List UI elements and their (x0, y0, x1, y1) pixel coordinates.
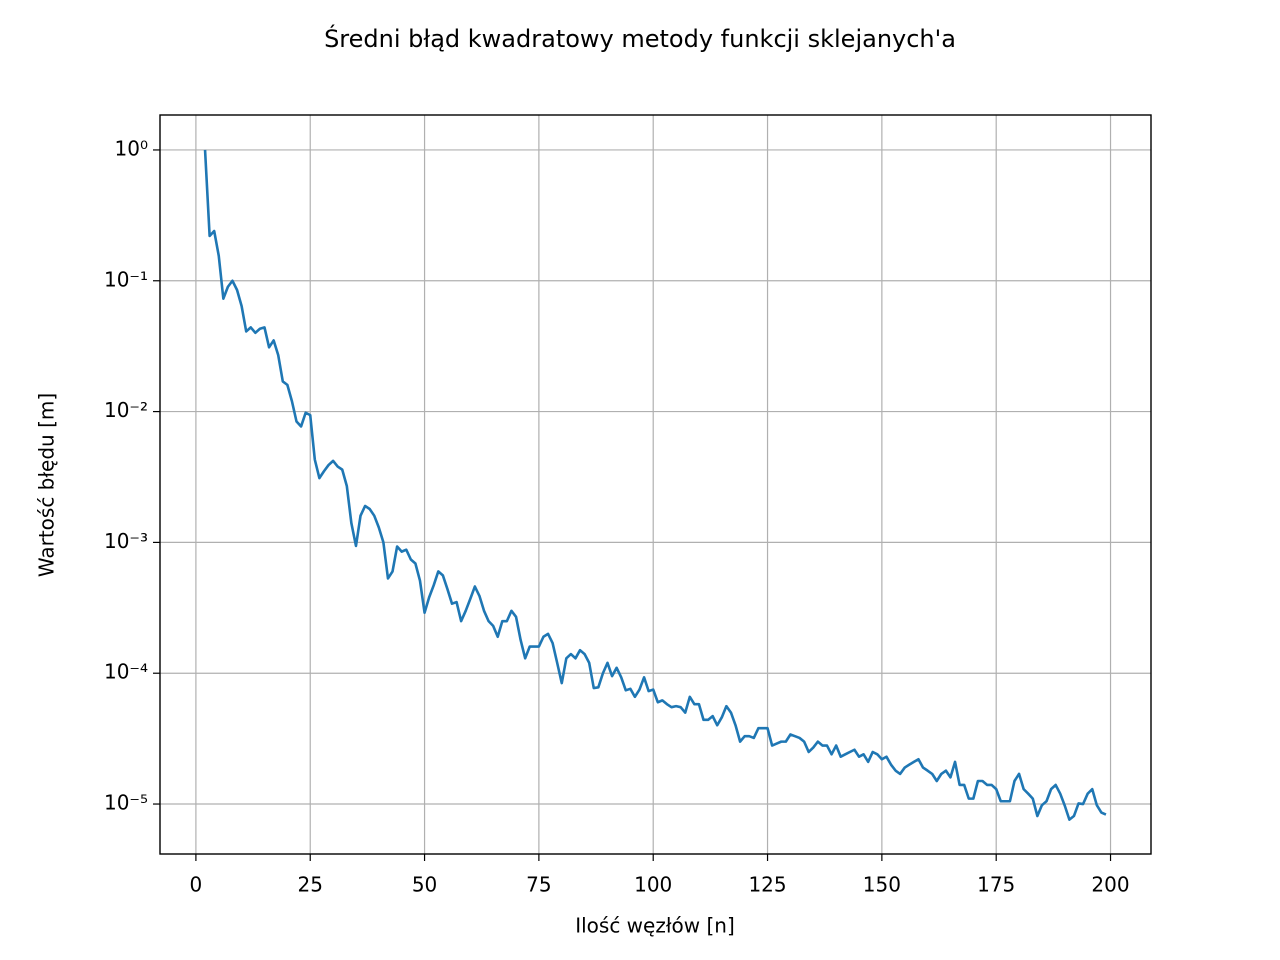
x-tick-label: 125 (748, 873, 786, 897)
x-tick-label: 0 (190, 873, 203, 897)
x-tick-label: 50 (412, 873, 437, 897)
chart-title: Średni błąd kwadratowy metody funkcji sk… (324, 23, 956, 53)
x-tick-label: 200 (1091, 873, 1129, 897)
y-tick-label: 10⁻⁵ (104, 791, 148, 815)
x-tick-label: 75 (526, 873, 551, 897)
y-tick-label: 10⁻² (104, 398, 148, 422)
y-tick-label: 10⁻³ (104, 529, 148, 553)
y-tick-label: 10⁻⁴ (104, 660, 148, 684)
line-series (203, 149, 1107, 821)
x-tick-label: 150 (863, 873, 901, 897)
x-tick-label: 175 (977, 873, 1015, 897)
x-tick-label: 25 (298, 873, 323, 897)
y-tick-label: 10⁰ (115, 136, 148, 160)
plot-frame (159, 114, 1152, 855)
x-axis-label: Ilość węzłów [n] (575, 914, 735, 938)
y-tick-label: 10⁻¹ (104, 267, 148, 291)
y-axis-label: Wartość błędu [m] (35, 393, 59, 577)
x-tick-label: 100 (634, 873, 672, 897)
